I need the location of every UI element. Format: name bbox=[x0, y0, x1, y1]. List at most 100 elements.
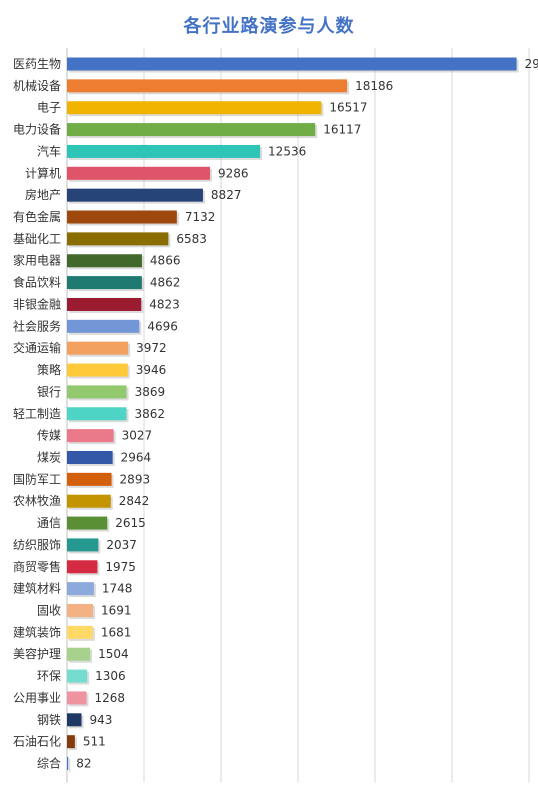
category-label: 国防军工 bbox=[13, 471, 61, 486]
data-label: 4823 bbox=[149, 297, 180, 311]
category-label: 交通运输 bbox=[13, 340, 61, 355]
data-label: 4866 bbox=[150, 254, 181, 268]
category-label: 美容护理 bbox=[13, 646, 61, 661]
bar bbox=[67, 625, 93, 639]
data-label: 3869 bbox=[135, 385, 166, 399]
bar bbox=[67, 538, 99, 552]
category-label: 医药生物 bbox=[13, 57, 61, 71]
bar bbox=[67, 757, 69, 771]
data-label: 6583 bbox=[176, 232, 207, 246]
data-label: 943 bbox=[90, 713, 113, 727]
data-label: 1504 bbox=[98, 647, 129, 661]
category-label: 电子 bbox=[37, 101, 61, 115]
bar bbox=[67, 560, 98, 574]
category-label: 电力设备 bbox=[13, 123, 61, 137]
category-label: 计算机 bbox=[25, 165, 61, 180]
category-label: 固收 bbox=[37, 604, 61, 618]
category-label: 综合 bbox=[37, 756, 61, 771]
category-label: 汽车 bbox=[37, 143, 61, 158]
data-label: 1748 bbox=[102, 582, 133, 596]
category-label: 石油石化 bbox=[13, 735, 61, 749]
bar-shadow bbox=[69, 759, 71, 773]
bar bbox=[67, 494, 111, 508]
category-label: 建筑材料 bbox=[13, 581, 61, 596]
category-label: 轻工制造 bbox=[13, 407, 61, 421]
data-label: 3946 bbox=[136, 363, 167, 377]
bar bbox=[67, 144, 261, 158]
bar bbox=[67, 472, 112, 486]
data-label: 4696 bbox=[147, 319, 178, 333]
data-label: 16517 bbox=[329, 101, 367, 115]
data-label: 3862 bbox=[134, 407, 165, 421]
bar bbox=[67, 101, 322, 115]
bar bbox=[67, 319, 140, 333]
bar bbox=[67, 713, 82, 727]
bar bbox=[67, 341, 129, 355]
bar bbox=[67, 297, 142, 311]
data-label: 2037 bbox=[106, 538, 137, 552]
bar bbox=[67, 407, 127, 421]
category-label: 有色金属 bbox=[13, 209, 61, 224]
data-label: 1975 bbox=[105, 560, 136, 574]
category-label: 策略 bbox=[37, 362, 61, 377]
category-label: 商贸零售 bbox=[13, 559, 61, 574]
bar bbox=[67, 363, 128, 377]
bar bbox=[67, 647, 91, 661]
category-label: 建筑装饰 bbox=[13, 624, 61, 639]
data-label: 1681 bbox=[101, 625, 132, 639]
data-label: 3972 bbox=[136, 341, 167, 355]
bar bbox=[67, 604, 94, 617]
bar bbox=[67, 276, 142, 290]
data-label: 1268 bbox=[95, 691, 126, 705]
bar bbox=[67, 57, 517, 71]
data-label: 3027 bbox=[122, 429, 153, 443]
bar bbox=[67, 123, 316, 137]
category-label: 通信 bbox=[37, 516, 61, 530]
data-label: 2842 bbox=[119, 494, 150, 508]
bar bbox=[67, 582, 94, 596]
bar bbox=[67, 691, 87, 705]
data-label: 18186 bbox=[355, 79, 393, 93]
category-label: 农林牧渔 bbox=[13, 494, 61, 508]
data-label: 16117 bbox=[323, 123, 361, 137]
bar bbox=[67, 210, 177, 224]
data-label: 2615 bbox=[115, 516, 146, 530]
bar bbox=[67, 188, 203, 202]
category-label: 公用事业 bbox=[13, 691, 61, 705]
bar bbox=[67, 79, 348, 93]
category-label: 食品饮料 bbox=[13, 275, 61, 290]
category-label: 煤炭 bbox=[37, 450, 61, 464]
data-label: 8827 bbox=[211, 188, 242, 202]
category-label: 纺织服饰 bbox=[13, 538, 61, 552]
bar bbox=[67, 232, 169, 246]
category-label: 房地产 bbox=[25, 187, 61, 202]
category-label: 基础化工 bbox=[13, 232, 61, 246]
category-label: 家用电器 bbox=[13, 253, 61, 268]
category-label: 非银金融 bbox=[13, 296, 61, 311]
data-label: 82 bbox=[76, 757, 91, 771]
category-label: 环保 bbox=[37, 669, 61, 683]
bar bbox=[67, 254, 142, 268]
data-label: 2964 bbox=[121, 450, 152, 464]
bar bbox=[67, 385, 127, 399]
data-label: 9286 bbox=[218, 166, 249, 180]
data-label: 1306 bbox=[95, 669, 126, 683]
data-label: 1691 bbox=[101, 604, 132, 618]
bar bbox=[67, 450, 113, 464]
bar bbox=[67, 429, 114, 443]
data-label: 12536 bbox=[268, 144, 306, 158]
category-label: 银行 bbox=[37, 385, 61, 399]
category-label: 传媒 bbox=[37, 428, 61, 443]
bar bbox=[67, 735, 75, 749]
category-label: 钢铁 bbox=[37, 713, 61, 727]
data-label: 511 bbox=[83, 735, 106, 749]
bar bbox=[67, 166, 211, 180]
category-label: 社会服务 bbox=[13, 318, 61, 333]
bar bbox=[67, 516, 108, 530]
data-label: 7132 bbox=[185, 210, 216, 224]
chart-title: 各行业路演参与人数 bbox=[183, 16, 355, 37]
bar bbox=[67, 669, 88, 683]
data-label: 2893 bbox=[120, 472, 151, 486]
data-label: 4862 bbox=[150, 276, 181, 290]
